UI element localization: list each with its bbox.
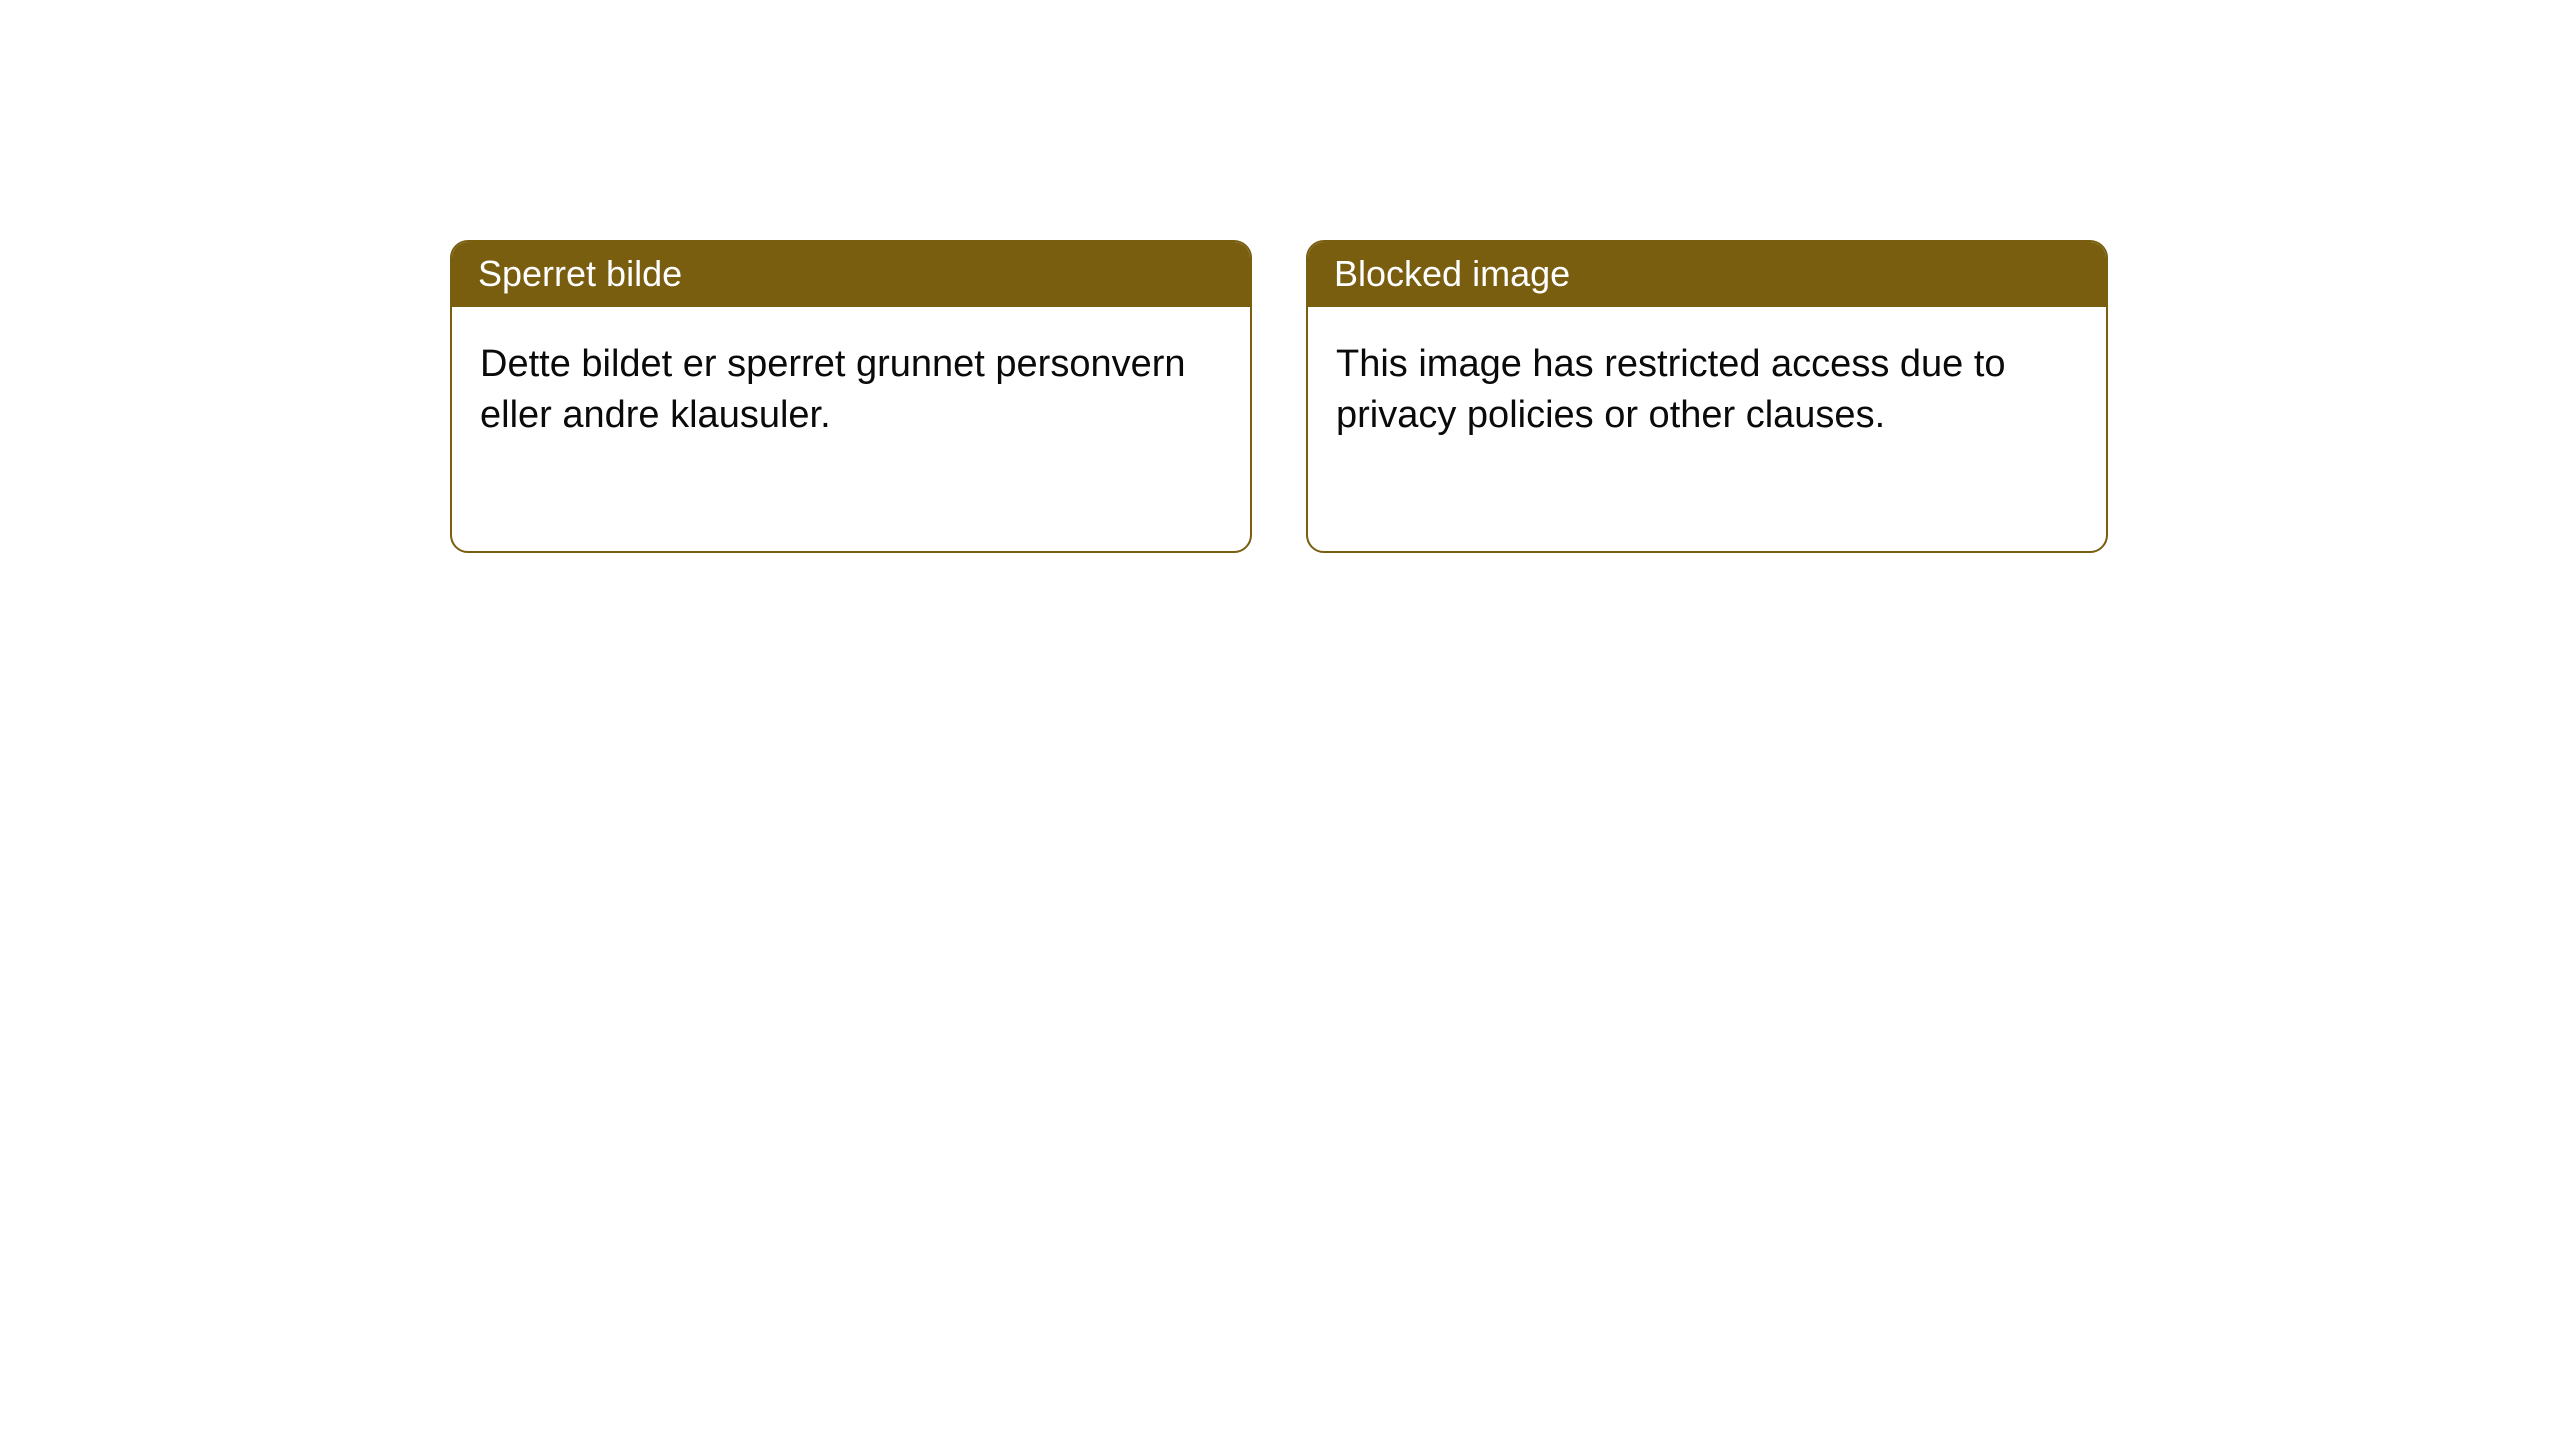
notice-title-english: Blocked image <box>1308 242 2106 307</box>
notice-title-norwegian: Sperret bilde <box>452 242 1250 307</box>
notice-body-english: This image has restricted access due to … <box>1308 307 2106 551</box>
notice-container: Sperret bilde Dette bildet er sperret gr… <box>0 0 2560 553</box>
notice-body-norwegian: Dette bildet er sperret grunnet personve… <box>452 307 1250 551</box>
notice-card-english: Blocked image This image has restricted … <box>1306 240 2108 553</box>
notice-card-norwegian: Sperret bilde Dette bildet er sperret gr… <box>450 240 1252 553</box>
